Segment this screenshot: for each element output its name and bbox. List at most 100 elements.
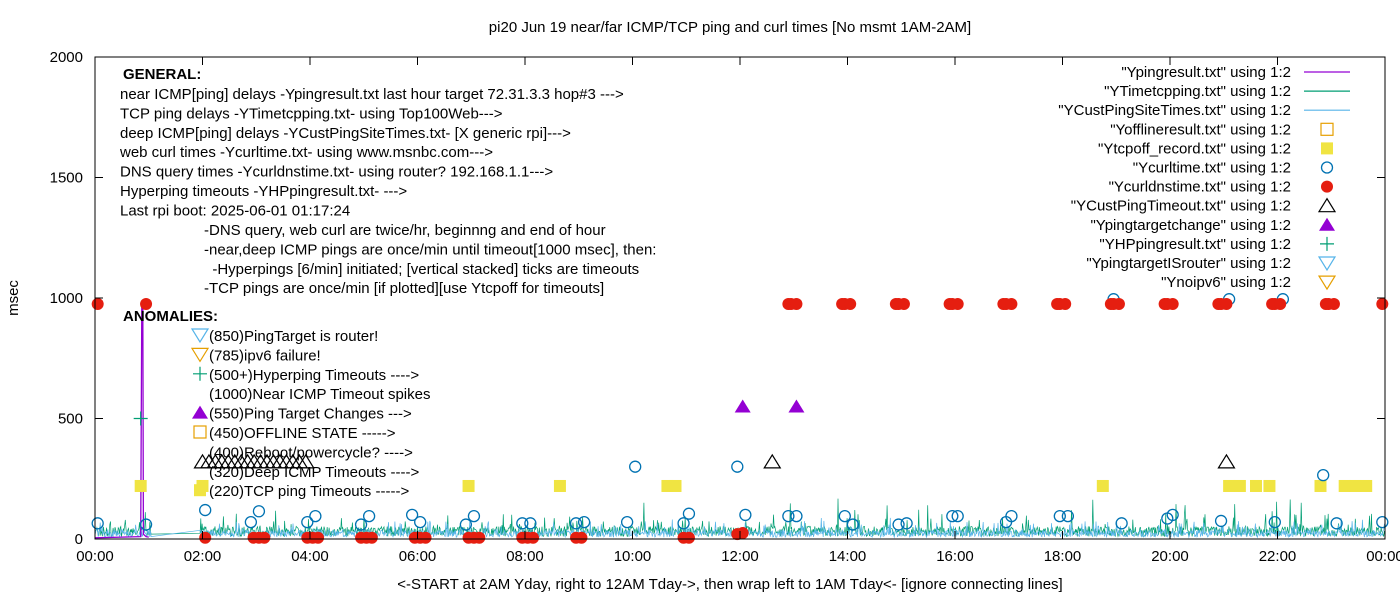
data-point	[91, 298, 104, 311]
data-point	[951, 509, 964, 523]
data-point	[1096, 479, 1109, 492]
data-point	[897, 298, 910, 311]
data-point	[900, 517, 913, 530]
annotation-line: TCP ping delays -YTimetcpping.txt- using…	[120, 105, 503, 122]
data-point	[788, 399, 805, 413]
data-point	[244, 515, 258, 529]
annotation-block: GENERAL: near ICMP[ping] delays -Ypingres…	[119, 66, 656, 500]
annotation-line: web curl times -Ycurltime.txt- using www…	[119, 144, 493, 161]
x-tick-label: 22:00	[1259, 548, 1297, 565]
data-point	[462, 479, 475, 492]
legend-label: "Ypingresult.txt" using 1:2	[1121, 64, 1291, 81]
x-tick-label: 20:00	[1151, 548, 1189, 565]
data-point	[1112, 298, 1125, 311]
anomaly-line: (850)PingTarget is router!	[209, 328, 378, 345]
data-point	[140, 298, 153, 311]
data-point	[731, 460, 744, 473]
anomaly-marker	[194, 484, 206, 497]
annotation-line: deep ICMP[ping] delays -YCustPingSiteTim…	[120, 125, 571, 142]
legend-swatch	[1321, 142, 1333, 155]
anomaly-marker	[190, 347, 210, 363]
x-axis-label: <-START at 2AM Yday, right to 12AM Tday-…	[397, 576, 1062, 593]
anomaly-line: (450)OFFLINE STATE ----->	[209, 425, 396, 442]
legend: "Ypingresult.txt" using 1:2 "YTimetcpping…	[1058, 64, 1350, 291]
x-tick-label: 02:00	[184, 548, 222, 565]
data-point	[790, 298, 803, 311]
data-point	[1059, 298, 1072, 311]
data-point	[1274, 298, 1287, 311]
anomaly-marker	[190, 328, 210, 344]
data-point	[362, 509, 376, 523]
data-point	[354, 518, 368, 531]
data-point	[516, 517, 529, 530]
series-line-2	[94, 517, 1386, 539]
data-point	[739, 508, 752, 522]
data-point	[1268, 515, 1281, 529]
data-point	[419, 531, 432, 544]
anomaly-marker	[193, 425, 207, 439]
legend-swatch	[1320, 236, 1334, 251]
data-point	[134, 479, 147, 492]
annotation-line: near ICMP[ping] delays -Ypingresult.txt …	[120, 86, 624, 103]
y-tick-label: 500	[58, 411, 83, 428]
data-point	[473, 531, 486, 544]
data-point	[620, 515, 634, 529]
annotation-heading: GENERAL:	[123, 66, 201, 83]
anomaly-line: (785)ipv6 failure!	[209, 347, 321, 364]
x-tick-label: 12:00	[721, 548, 759, 565]
y-tick-label: 1000	[50, 290, 83, 307]
chart-title: pi20 Jun 19 near/far ICMP/TCP ping and c…	[489, 19, 971, 36]
data-point	[1053, 509, 1066, 523]
legend-swatch	[1320, 161, 1334, 174]
data-point	[133, 411, 148, 426]
x-tick-label: 08:00	[506, 548, 544, 565]
data-point	[682, 507, 696, 520]
y-tick-label: 0	[75, 531, 83, 548]
anomaly-line: (220)TCP ping Timeouts ----->	[209, 483, 409, 500]
data-point	[365, 531, 378, 544]
legend-swatch	[1317, 256, 1337, 272]
y-axis-label: msec	[5, 280, 22, 316]
data-point	[736, 526, 749, 539]
annotation-note: -DNS query, web curl are twice/hr, begin…	[204, 222, 606, 239]
anomaly-line: (500+)Hyperping Timeouts ---->	[209, 367, 419, 384]
data-point	[405, 508, 419, 522]
legend-label: "YpingtargetISrouter" using 1:2	[1086, 255, 1291, 272]
data-point	[1263, 479, 1276, 492]
legend-label: "YHPpingresult.txt" using 1:2	[1099, 236, 1291, 253]
data-point	[1360, 479, 1373, 492]
x-tick-label: 00:00	[76, 548, 114, 565]
anomalies-heading: ANOMALIES:	[123, 308, 218, 325]
data-point	[252, 505, 266, 518]
data-point	[1233, 479, 1246, 492]
data-point	[459, 518, 473, 531]
data-point	[524, 517, 537, 530]
data-point	[846, 518, 860, 531]
legend-swatch	[1320, 122, 1334, 136]
data-point	[309, 509, 322, 523]
data-point	[577, 515, 591, 529]
data-point	[946, 509, 959, 523]
anomaly-marker	[193, 366, 207, 381]
anomaly-line: (320)Deep ICMP Timeouts ---->	[209, 464, 419, 481]
data-point	[734, 399, 751, 413]
legend-swatch	[1317, 197, 1337, 213]
data-point	[467, 509, 481, 523]
anomaly-line: (400)Reboot/powercycle? ---->	[209, 444, 413, 461]
legend-swatch	[1319, 217, 1335, 231]
anomaly-line: (1000)Near ICMP Timeout spikes	[209, 386, 430, 403]
data-point	[553, 479, 566, 492]
axes: 00:00 02:00 04:00 06:00 08:00 10:00 12:00 14:00…	[50, 49, 1400, 565]
data-point	[91, 517, 104, 530]
annotation-line: Last rpi boot: 2025-06-01 01:17:24	[120, 202, 350, 219]
x-tick-label: 14:00	[829, 548, 867, 565]
data-point	[527, 531, 540, 544]
data-point	[1005, 509, 1018, 523]
legend-label: "Ycurltime.txt" using 1:2	[1133, 160, 1291, 177]
x-tick-label: 04:00	[291, 548, 329, 565]
data-point	[1214, 514, 1228, 528]
plot-content	[91, 293, 1389, 544]
data-point	[1330, 517, 1343, 530]
data-point	[1166, 298, 1179, 311]
data-point	[1115, 517, 1128, 530]
